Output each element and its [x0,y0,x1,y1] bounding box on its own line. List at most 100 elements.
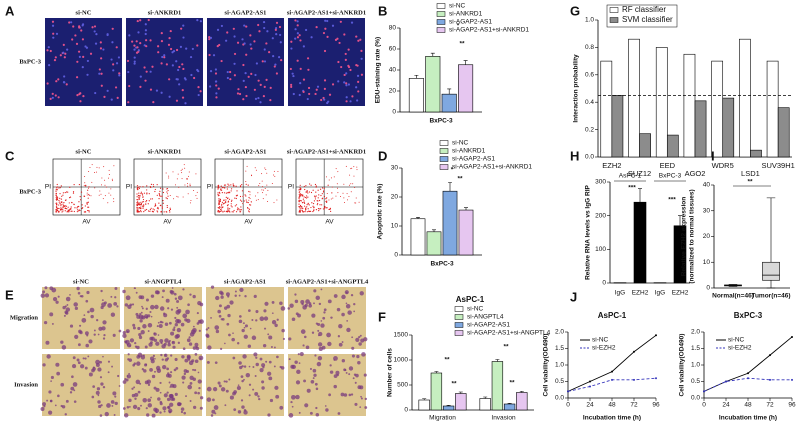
event [313,207,315,209]
cell-blob [133,362,137,365]
cell-dot [169,29,172,33]
event [169,211,171,213]
y-tick-label: 1.5 [555,345,564,352]
cell-blob [358,342,362,346]
cell-blob [182,288,185,291]
cell-blob [304,335,307,339]
cell-dot [81,66,84,69]
event [232,211,234,213]
cell-dot [215,80,218,83]
event [242,202,244,205]
cell-blob [255,319,258,322]
cell-blob [173,326,176,329]
event [79,196,81,198]
event [56,198,59,200]
event [228,191,230,193]
cell-blob [303,379,307,383]
event [230,188,233,190]
cell-blob [317,322,321,327]
event [181,168,183,170]
cell-blob [320,320,323,322]
cell-blob [177,308,182,314]
cell-blob [166,397,171,402]
event [248,199,250,201]
bar [442,190,458,256]
cell-blob [89,307,95,313]
event [226,188,228,190]
bar [455,393,467,411]
cell-blob [142,324,147,329]
event [299,196,301,198]
cell-blob [163,353,168,358]
cell-blob [315,387,319,391]
event [156,194,158,196]
cell-blob [240,399,244,402]
cell-blob [122,289,126,294]
cell-blob [55,362,60,367]
event [218,199,220,201]
cell-blob [197,379,202,384]
cell-blob [241,379,244,383]
cell-blob [137,390,141,394]
y-tick-label: 0.2 [585,126,594,133]
cell-dot [160,62,163,65]
event [81,207,83,210]
event [73,184,75,186]
cell-blob [206,397,212,402]
cell-blob [333,355,338,361]
cell-dot [52,36,55,39]
cell-dot [328,93,332,96]
cell-dot [209,85,212,88]
event [321,193,323,195]
event [299,189,302,191]
y-tick-label: 30 [703,207,711,214]
cell-dot [175,48,179,52]
error-bar [507,402,512,404]
cell-blob [97,333,100,336]
event [305,191,307,193]
event [190,199,192,201]
cell-blob [65,307,71,312]
cell-blob [157,321,160,324]
cell-blob [206,386,212,392]
cell-blob [55,300,59,304]
cell-blob [314,382,318,386]
event [317,197,319,199]
cell-blob [228,333,231,337]
cell-blob [300,299,305,304]
event [55,194,57,196]
event [149,209,152,211]
event [88,194,90,196]
cell-blob [312,377,315,380]
event [218,211,221,213]
cell-blob [118,385,121,387]
cell-blob [244,295,247,298]
error-bar [483,396,488,399]
cell-blob [183,369,188,373]
cell-dot [274,63,277,66]
cell-blob [348,366,354,371]
significance: *** [628,185,636,192]
event [217,188,219,190]
event [335,168,337,170]
cell-blob [110,312,116,317]
cell-blob [138,335,143,340]
cell-blob [274,323,278,328]
cell-blob [138,333,142,337]
event [64,207,66,209]
cell-blob [196,322,200,325]
event [230,190,232,192]
event [158,192,160,195]
cell-blob [357,361,361,365]
cell-dot [304,28,308,32]
cell-blob [81,317,87,323]
event [229,211,231,213]
event [55,206,58,208]
cell-blob [168,321,172,325]
significance: ** [444,357,450,364]
cell-blob [175,333,181,339]
legend-label: si-AGAP2-AS1 [452,156,495,163]
cell-blob [123,407,126,410]
cell-blob [110,295,113,298]
event [239,185,242,187]
